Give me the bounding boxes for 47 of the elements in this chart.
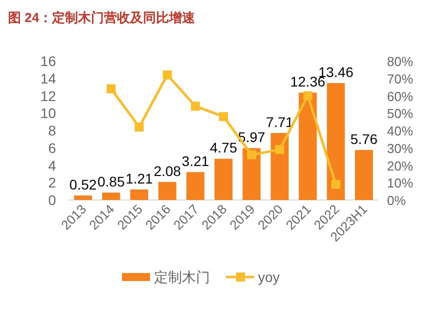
point — [331, 180, 340, 189]
data-label: 2.08 — [154, 162, 182, 179]
point — [162, 70, 172, 80]
point — [247, 150, 256, 160]
y-tick-label: 14 — [40, 70, 56, 86]
bar — [326, 83, 345, 200]
y2-tick-label: 80% — [387, 54, 414, 69]
point — [275, 145, 284, 154]
bar — [102, 192, 120, 200]
y2-tick-label: 10% — [387, 176, 414, 191]
y2-tick-label: 30% — [387, 140, 414, 156]
y2-tick-label: 0% — [387, 193, 406, 208]
y-tick-label: 0 — [48, 192, 56, 208]
y-tick-label: 4 — [48, 157, 56, 174]
point — [106, 84, 116, 94]
data-label: 4.75 — [210, 140, 238, 156]
data-label: 0.52 — [69, 176, 97, 192]
point — [134, 122, 144, 132]
bar — [214, 158, 232, 200]
y2-tick-label: 40% — [387, 124, 414, 138]
point — [303, 91, 312, 100]
y-tick-label: 10 — [40, 105, 56, 122]
point — [219, 112, 228, 122]
bar — [74, 195, 92, 200]
y2-tick-label: 60% — [387, 88, 414, 104]
bar — [130, 189, 148, 200]
data-label: 3.21 — [182, 153, 210, 170]
y-tick-label: 16 — [40, 53, 56, 69]
legend-label: 定制木门 — [154, 269, 210, 285]
data-label: 1.21 — [126, 170, 154, 186]
y-tick-label: 8 — [48, 122, 56, 138]
bar — [354, 150, 373, 200]
data-label: 0.85 — [98, 174, 125, 190]
point — [190, 102, 200, 111]
bar — [158, 182, 176, 200]
legend-label: yoy — [258, 269, 280, 285]
y-tick-label: 12 — [40, 88, 56, 104]
bar — [186, 172, 204, 200]
data-label: 5.76 — [350, 130, 378, 147]
data-label: 7.71 — [266, 114, 294, 130]
bar — [298, 92, 317, 200]
y2-tick-label: 50% — [387, 106, 414, 122]
y-tick-label: 2 — [48, 174, 56, 191]
y2-tick-label: 20% — [387, 158, 414, 174]
y-tick-label: 6 — [48, 140, 56, 156]
title: 图 24：定制木门营收及同比增速 — [8, 10, 196, 25]
y2-tick-label: 70% — [387, 71, 414, 86]
